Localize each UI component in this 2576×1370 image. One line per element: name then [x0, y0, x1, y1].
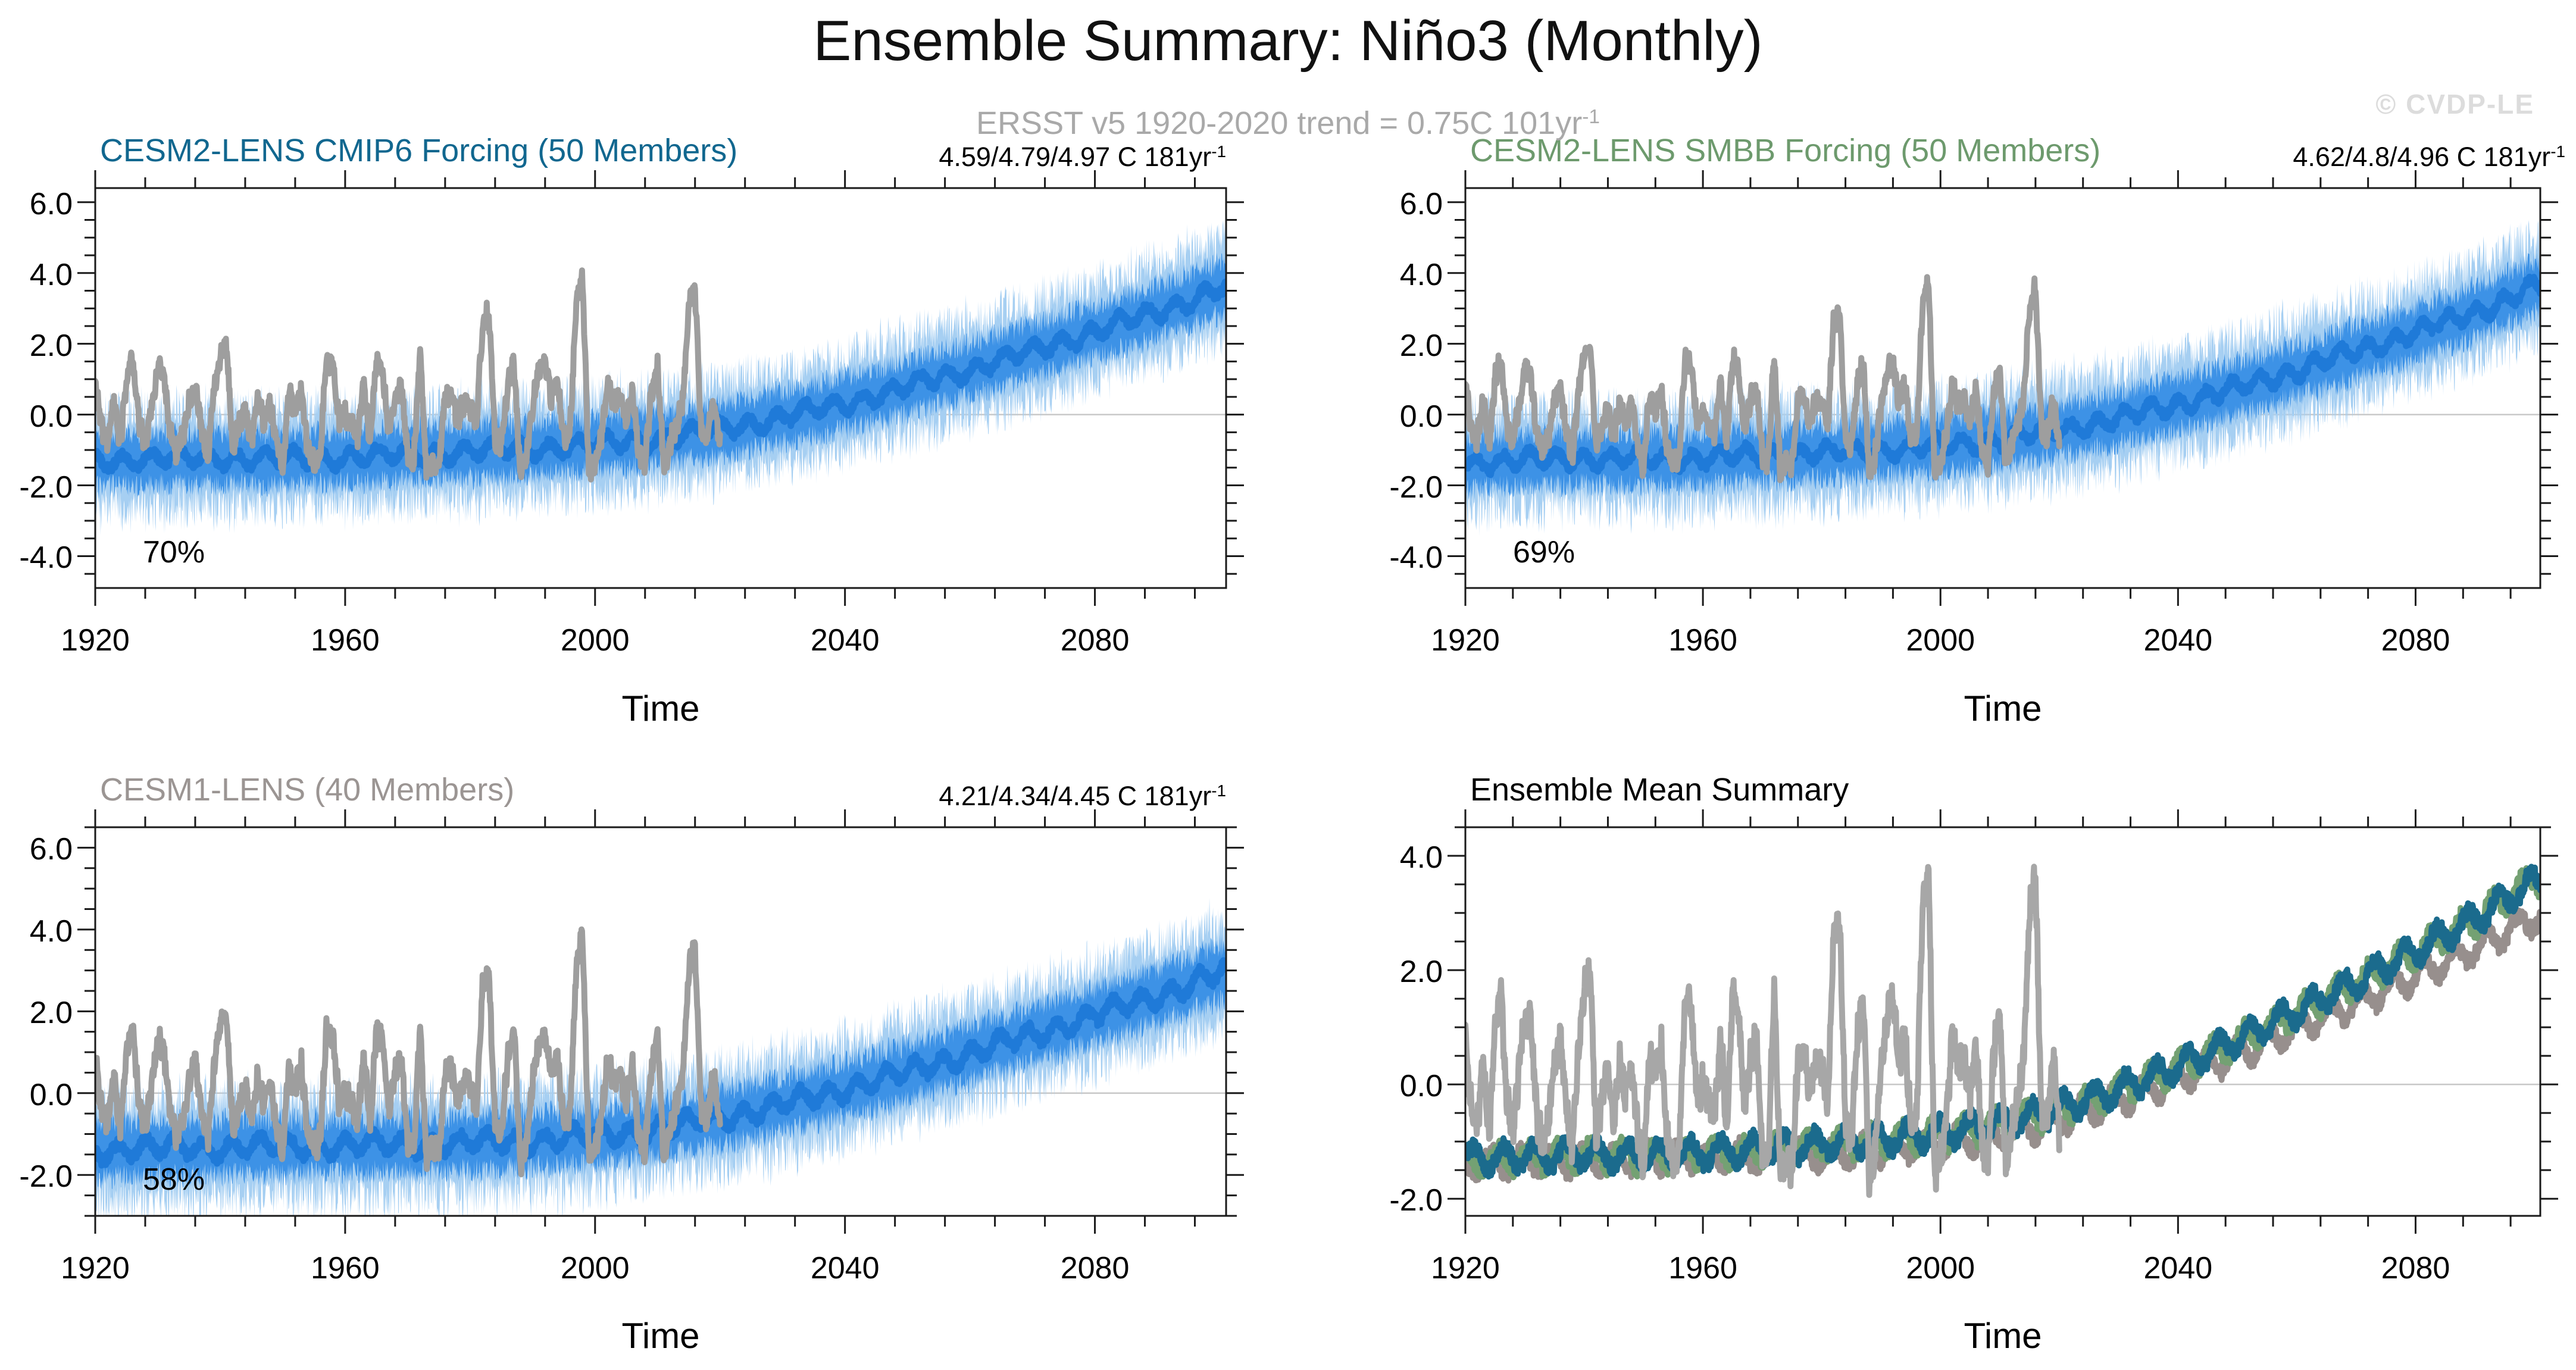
- axis-ticks-cesm2-lens-smbb: [1448, 170, 2558, 606]
- y-tick-label: 0.0: [29, 399, 73, 434]
- y-tick-label: 2.0: [29, 328, 73, 363]
- x-tick-label: 1960: [1668, 1251, 1737, 1285]
- y-tick-label: 0.0: [1399, 1069, 1443, 1104]
- ensemble-spread-band: [95, 252, 1226, 499]
- y-tick-label: 2.0: [1399, 955, 1443, 990]
- panel-border-cesm2-lens-smbb: [1464, 187, 2541, 589]
- x-tick-label: 1920: [1431, 623, 1500, 658]
- trend-superscript: -1: [1211, 781, 1226, 800]
- trend-label-cesm2-smbb: 4.62/4.8/4.96 C 181yr-1: [1465, 142, 2565, 173]
- x-axis-title-ensemble-mean-summary: Time: [1964, 1316, 2042, 1356]
- y-tick-label: 6.0: [29, 832, 73, 867]
- x-tick-label: 2040: [2143, 623, 2213, 658]
- agreement-pct-cesm2-smbb: 69%: [1513, 535, 1575, 570]
- subtitle-superscript: -1: [1582, 105, 1600, 128]
- x-tick-label: 2040: [810, 1251, 880, 1285]
- panel-border-ensemble-mean-summary: [1464, 826, 2541, 1217]
- x-tick-label: 2000: [560, 623, 630, 658]
- panel-plot-area-ensemble-mean-summary: [1465, 864, 2540, 1198]
- x-tick-label: 1960: [311, 623, 380, 658]
- agreement-pct-cesm1-lens: 58%: [143, 1162, 205, 1197]
- y-tick-label: -4.0: [19, 540, 73, 575]
- axis-ticks-cesm1-lens: [77, 809, 1244, 1234]
- y-tick-label: 4.0: [29, 257, 73, 292]
- x-tick-label: 2000: [1906, 623, 1975, 658]
- trend-text: 4.21/4.34/4.45 C 181yr: [939, 781, 1212, 811]
- subtitle-text: ERSST v5 1920-2020 trend = 0.75C 101yr: [976, 105, 1583, 141]
- y-tick-label: -2.0: [19, 1159, 73, 1194]
- trend-text: 4.62/4.8/4.96 C 181yr: [2293, 142, 2551, 172]
- x-axis-title-cesm2-cmip6: Time: [621, 689, 700, 728]
- x-axis-title-cesm2-smbb: Time: [1964, 689, 2042, 728]
- x-tick-label: 2000: [560, 1251, 630, 1285]
- trend-text: 4.59/4.79/4.97 C 181yr: [939, 142, 1212, 172]
- ensemble-spread-band: [95, 934, 1226, 1190]
- x-tick-label: 2080: [2381, 623, 2450, 658]
- x-tick-label: 2080: [1060, 1251, 1130, 1285]
- x-tick-label: 1920: [61, 1251, 130, 1285]
- observations-line: [95, 926, 723, 1178]
- x-tick-label: 2000: [1906, 1251, 1975, 1285]
- axis-ticks-ensemble-mean-summary: [1448, 809, 2558, 1234]
- y-tick-label: -2.0: [19, 470, 73, 505]
- y-tick-label: 0.0: [29, 1077, 73, 1112]
- x-axis-title-cesm1-lens: Time: [621, 1316, 700, 1356]
- agreement-pct-cesm2-cmip6: 70%: [143, 535, 205, 570]
- x-tick-label: 2040: [810, 623, 880, 658]
- y-tick-label: 2.0: [29, 996, 73, 1031]
- panel-border-cesm1-lens: [94, 826, 1227, 1217]
- y-tick-label: 4.0: [29, 914, 73, 949]
- ensemble-spread-band: [1465, 252, 2540, 501]
- y-tick-label: 4.0: [1399, 257, 1443, 292]
- panel-plot-area-cesm2-lens-cmip6: [95, 218, 1226, 536]
- observations-line: [1465, 274, 2062, 483]
- panel-plot-area-cesm1-lens: [95, 897, 1226, 1216]
- trend-superscript: -1: [2550, 142, 2565, 161]
- trend-superscript: -1: [1211, 142, 1226, 161]
- y-tick-label: 6.0: [1399, 186, 1443, 221]
- y-tick-label: -2.0: [1389, 1183, 1443, 1218]
- x-tick-label: 1920: [1431, 1251, 1500, 1285]
- figure-subtitle: ERSST v5 1920-2020 trend = 0.75C 101yr-1: [0, 105, 2576, 142]
- panel-title-cesm1-lens: CESM1-LENS (40 Members): [100, 772, 515, 808]
- y-tick-label: 0.0: [1399, 399, 1443, 434]
- y-tick-label: -2.0: [1389, 470, 1443, 505]
- observations-line: [1465, 864, 2062, 1198]
- x-tick-label: 1960: [1668, 623, 1737, 658]
- figure-title: Ensemble Summary: Niño3 (Monthly): [813, 9, 1763, 73]
- x-tick-label: 2040: [2143, 1251, 2213, 1285]
- y-tick-label: -4.0: [1389, 540, 1443, 575]
- panel-border-cesm2-lens-cmip6: [94, 187, 1227, 589]
- y-tick-label: 4.0: [1399, 840, 1443, 875]
- panel-title-ensemble-mean-summary: Ensemble Mean Summary: [1470, 772, 1849, 808]
- trend-label-cesm2-cmip6: 4.59/4.79/4.97 C 181yr-1: [95, 142, 1226, 173]
- axis-ticks-cesm2-lens-cmip6: [77, 170, 1244, 606]
- y-tick-label: 6.0: [29, 186, 73, 221]
- x-tick-label: 2080: [2381, 1251, 2450, 1285]
- trend-label-cesm1-lens: 4.21/4.34/4.45 C 181yr-1: [95, 781, 1226, 812]
- panel-plot-area-cesm2-lens-smbb: [1465, 220, 2540, 536]
- panel-title-cesm2-cmip6: CESM2-LENS CMIP6 Forcing (50 Members): [100, 133, 738, 168]
- watermark: © CVDP-LE: [2375, 89, 2534, 120]
- x-tick-label: 2080: [1060, 623, 1130, 658]
- observations-line: [95, 267, 723, 483]
- x-tick-label: 1960: [311, 1251, 380, 1285]
- y-tick-label: 2.0: [1399, 328, 1443, 363]
- panel-title-cesm2-smbb: CESM2-LENS SMBB Forcing (50 Members): [1470, 133, 2101, 168]
- x-tick-label: 1920: [61, 623, 130, 658]
